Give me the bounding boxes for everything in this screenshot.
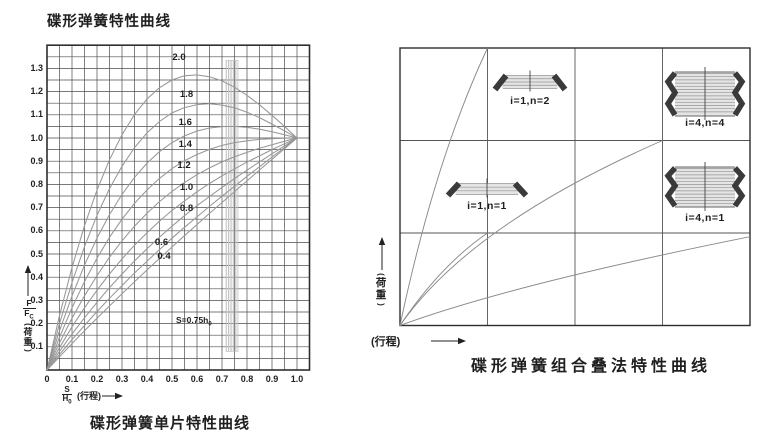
spring-label-i1n2: i=1,n=2 bbox=[510, 95, 550, 107]
left-curve-h0t-1.6 bbox=[46, 125, 298, 371]
right-curve-i1n1 bbox=[399, 232, 488, 326]
right-chart-title: 碟形弹簧组合叠法特性曲线 bbox=[470, 358, 711, 375]
y-tick-label: 0.1 bbox=[30, 341, 43, 352]
x-tick-label: 0 bbox=[44, 373, 50, 384]
left-curve-h0t-0.8 bbox=[46, 137, 298, 371]
curve-label-1.8: 1.8 bbox=[179, 88, 194, 100]
right-y-axis-name: ( 荷 重 ) bbox=[373, 271, 389, 308]
left-curve-h0t-1.0 bbox=[46, 137, 298, 371]
left-curve-h0t-1.4 bbox=[46, 137, 298, 371]
x-tick-label: 0.9 bbox=[265, 373, 279, 384]
spring-icon-i4n4 bbox=[664, 67, 746, 120]
x-tick-label: 0.8 bbox=[240, 373, 254, 384]
spring-icon-i1n1 bbox=[445, 178, 529, 198]
right-chart-border bbox=[399, 47, 751, 327]
y-tick-label: 0.4 bbox=[30, 271, 43, 282]
left-curve-h0t-0.4 bbox=[46, 137, 298, 371]
x-tick-label: 0.2 bbox=[90, 373, 104, 384]
right-curve-i4n4 bbox=[399, 140, 663, 326]
curve-label-0.6: 0.6 bbox=[154, 237, 169, 249]
stroke-limit-annotation: S=0.75h0 bbox=[176, 315, 212, 328]
y-tick-label: 0.6 bbox=[30, 225, 43, 236]
x-tick-label: 0.7 bbox=[215, 373, 229, 384]
y-tick-label: 1.3 bbox=[30, 62, 43, 73]
x-tick-label: 0.3 bbox=[115, 373, 129, 384]
right-x-axis-arrow bbox=[431, 337, 466, 345]
y-tick-label: 1.2 bbox=[30, 86, 43, 97]
left-y-frac-numerator: F bbox=[22, 299, 36, 309]
left-curve-h0t-0.6 bbox=[46, 137, 298, 371]
x-tick-label: 0.4 bbox=[140, 373, 154, 384]
right-curve-i1n2 bbox=[399, 47, 488, 326]
spring-icon-i4n1 bbox=[664, 162, 746, 211]
stroke-limit-band bbox=[225, 59, 239, 352]
page-title: 碟形弹簧特性曲线 bbox=[47, 14, 171, 30]
y-tick-label: 0.2 bbox=[30, 318, 43, 329]
x-tick-label: 1.0 bbox=[290, 373, 304, 384]
curve-label-1.6: 1.6 bbox=[178, 116, 192, 128]
curve-label-2.0: 2.0 bbox=[172, 51, 186, 63]
paren-open: ( bbox=[376, 273, 386, 276]
left-y-axis-name: ( 荷 重 ) bbox=[20, 321, 36, 354]
curve-label-0.4: 0.4 bbox=[157, 251, 171, 263]
left-x-axis-symbol: S H0 bbox=[62, 385, 72, 406]
paren-close: ) bbox=[376, 303, 386, 306]
left-chart-title: 碟形弹簧单片特性曲线 bbox=[89, 415, 250, 432]
y-tick-label: 0.3 bbox=[30, 294, 43, 305]
y-tick-label: 0.7 bbox=[30, 202, 43, 213]
x-tick-label: 0.1 bbox=[65, 373, 79, 384]
y-tick-label: 0.9 bbox=[30, 155, 43, 166]
left-y-axis-arrow bbox=[24, 265, 32, 296]
y-tick-label: 1.1 bbox=[30, 109, 43, 120]
y-tick-label: 0.8 bbox=[30, 178, 43, 189]
curve-label-1.2: 1.2 bbox=[177, 159, 191, 171]
y-tick-label: 0.5 bbox=[30, 248, 43, 259]
right-y-axis-arrow bbox=[378, 237, 386, 270]
spring-label-i4n1: i=4,n=1 bbox=[685, 212, 725, 224]
left-curve-h0t-2.0 bbox=[46, 74, 298, 371]
curve-label-1.0: 1.0 bbox=[179, 181, 194, 193]
curve-label-0.8: 0.8 bbox=[179, 202, 194, 214]
left-curve-h0t-1.2 bbox=[46, 137, 298, 371]
left-y-axis-symbol: F FC bbox=[17, 299, 41, 323]
spring-icon-i1n2 bbox=[492, 70, 568, 92]
x-tick-label: 0.5 bbox=[165, 373, 179, 384]
left-x-axis-name: (行程) bbox=[77, 391, 101, 401]
left-curve-h0t-1.8 bbox=[46, 103, 298, 371]
right-x-axis-name: (行程) bbox=[371, 336, 401, 348]
spring-label-i1n1: i=1,n=1 bbox=[467, 200, 507, 212]
left-x-axis-arrow bbox=[102, 392, 123, 400]
left-y-frac-denominator: FC bbox=[24, 308, 34, 321]
x-tick-label: 0.6 bbox=[190, 373, 204, 384]
left-chart-border bbox=[46, 44, 311, 371]
y-tick-label: 1.0 bbox=[30, 132, 43, 143]
spring-label-i4n4: i=4,n=4 bbox=[685, 117, 725, 129]
right-curve-i4n1 bbox=[399, 236, 751, 326]
curve-label-1.4: 1.4 bbox=[178, 138, 192, 150]
